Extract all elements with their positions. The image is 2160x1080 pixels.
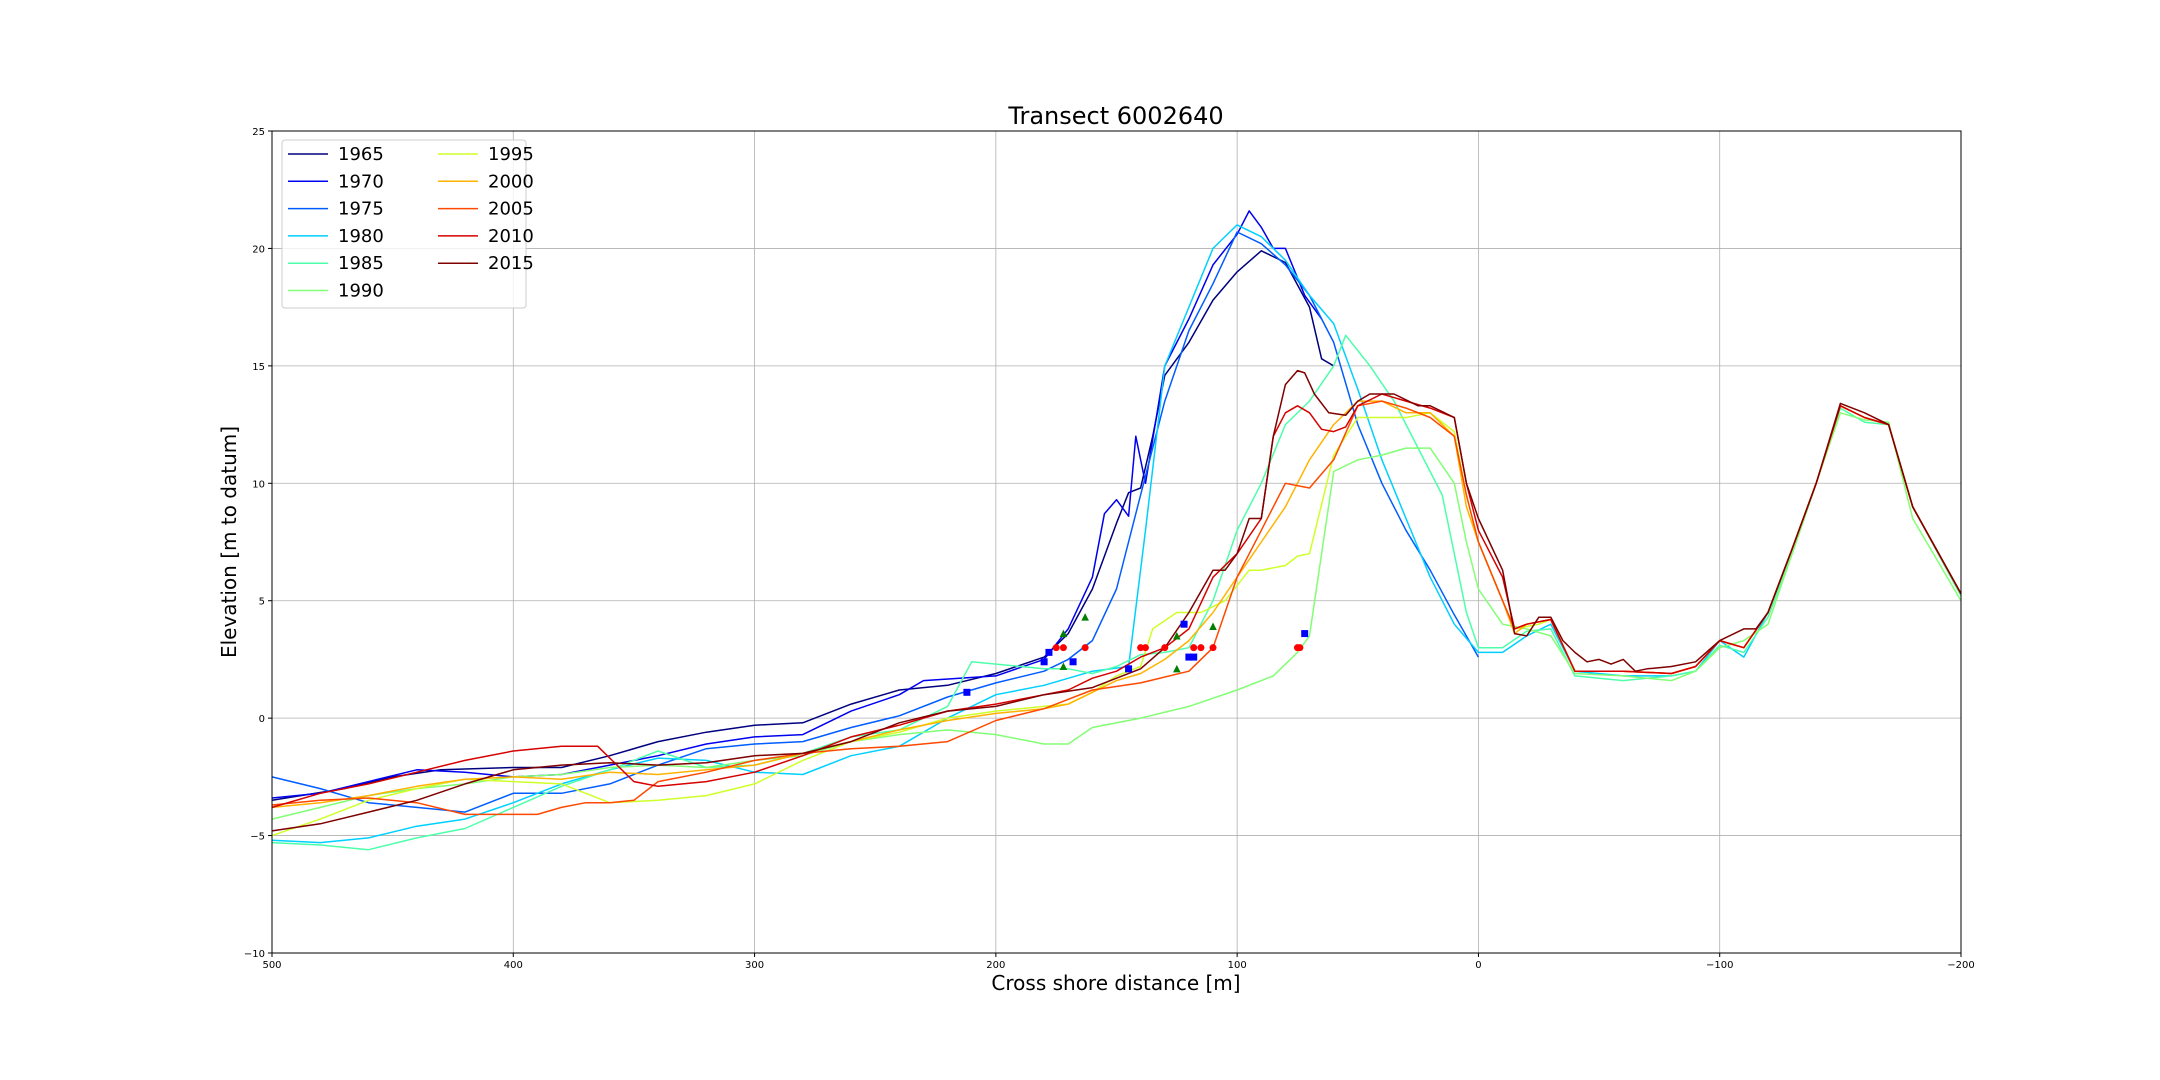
y-tick-label: 5 [259,597,265,608]
x-axis-ticks: 500 400 300 200 100 0 −100 −200 [262,953,1975,971]
square-marker [1180,620,1188,628]
legend-label: 1970 [338,171,384,192]
series-line-2005 [271,400,1962,816]
x-tick-label: 0 [1475,960,1481,971]
legend-label: 1980 [338,226,384,247]
triangle-marker [1173,664,1181,673]
y-axis-label: Elevation [m to datum] [217,426,241,658]
series-line-2010 [271,393,1962,809]
legend-label: 1975 [338,199,384,220]
legend-label: 1995 [488,144,534,165]
square-marker [1125,665,1133,673]
triangle-marker [1209,622,1217,631]
plot-frame [271,130,1962,954]
legend-label: 1965 [338,144,384,165]
x-tick-label: 400 [504,960,523,971]
circle-marker [1059,644,1067,652]
legend-label: 2015 [488,253,534,274]
x-tick-label: 300 [745,960,764,971]
series-line-2000 [271,400,1962,809]
square-marker [1301,630,1309,638]
y-tick-label: −10 [244,949,265,960]
x-tick-label: −200 [1947,960,1974,971]
series-line-1995 [271,405,1962,837]
triangle-marker [1081,613,1089,621]
circle-marker [1141,644,1149,652]
x-axis-label: Cross shore distance [m] [991,971,1240,995]
circle-marker [1209,644,1217,652]
legend-box [281,139,527,309]
markers-layer [963,613,1309,696]
legend-label: 1985 [338,253,384,274]
square-marker [1069,658,1077,666]
y-axis-ticks: −10 −5 0 5 10 15 20 25 [244,127,272,960]
y-tick-label: −5 [250,832,265,843]
triangle-marker [1059,629,1068,638]
circle-marker [1190,644,1198,652]
legend-label: 2000 [488,171,534,192]
series-line-1990 [271,412,1962,820]
y-tick-label: 20 [252,244,265,255]
series-line-1965 [271,250,1335,802]
series-line-1980 [271,224,1962,844]
legend: 1965 1970 1975 1980 1985 1990 1995 2000 2005 2010… [281,139,534,309]
circle-marker [1161,644,1169,652]
square-marker [1190,653,1198,661]
circle-marker [1296,644,1304,652]
series-line-1985 [271,334,1962,851]
legend-label: 2005 [488,199,534,220]
chart-title: Transect 6002640 [1007,102,1223,130]
series-line-1975 [271,231,1480,813]
legend-label: 2010 [488,226,534,247]
y-tick-label: 10 [252,479,265,490]
legend-label: 1990 [338,281,384,302]
circle-marker [1081,644,1089,652]
x-tick-label: 500 [262,960,281,971]
square-marker [963,688,971,696]
x-tick-label: 100 [1228,960,1247,971]
x-tick-label: −100 [1706,960,1733,971]
square-marker [1040,658,1048,666]
triangle-marker [1173,631,1181,640]
square-marker [1185,653,1193,661]
triangle-marker [1059,662,1068,670]
y-tick-label: 25 [252,127,265,138]
circle-marker [1052,644,1060,652]
series-line-2015 [271,369,1962,832]
circle-marker [1137,644,1145,652]
square-marker [1045,648,1053,656]
circle-marker [1197,644,1205,652]
x-tick-label: 200 [986,960,1005,971]
y-tick-label: 0 [259,714,265,725]
series-lines [271,210,1962,851]
y-tick-label: 15 [252,362,265,373]
